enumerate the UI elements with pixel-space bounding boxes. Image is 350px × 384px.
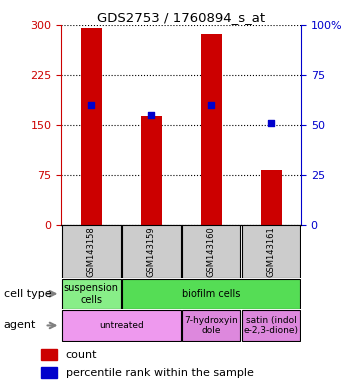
Bar	[62, 310, 181, 341]
Text: untreated: untreated	[99, 321, 144, 330]
Text: GSM143160: GSM143160	[206, 226, 216, 277]
Bar	[122, 225, 181, 278]
Bar	[41, 349, 57, 360]
Point	[208, 102, 214, 108]
Bar	[201, 34, 222, 225]
Bar	[182, 225, 240, 278]
Text: 7-hydroxyin
dole: 7-hydroxyin dole	[184, 316, 238, 335]
Point	[148, 112, 154, 118]
Text: percentile rank within the sample: percentile rank within the sample	[66, 368, 254, 378]
Bar	[241, 225, 300, 278]
Text: GSM143159: GSM143159	[147, 226, 156, 277]
Title: GDS2753 / 1760894_s_at: GDS2753 / 1760894_s_at	[97, 11, 265, 24]
Text: GSM143161: GSM143161	[267, 226, 275, 277]
Text: GSM143158: GSM143158	[87, 226, 96, 277]
Point	[268, 120, 274, 126]
Text: count: count	[66, 350, 97, 360]
Text: biofilm cells: biofilm cells	[182, 289, 240, 299]
Text: agent: agent	[4, 320, 36, 331]
Bar	[141, 116, 162, 225]
Text: cell type: cell type	[4, 289, 51, 299]
Bar	[241, 310, 300, 341]
Bar	[122, 279, 300, 308]
Bar	[62, 225, 121, 278]
Point	[89, 102, 94, 108]
Bar	[81, 28, 102, 225]
Bar	[62, 279, 121, 308]
Bar	[182, 310, 240, 341]
Bar	[260, 170, 281, 225]
Text: satin (indol
e-2,3-dione): satin (indol e-2,3-dione)	[244, 316, 299, 335]
Text: suspension
cells: suspension cells	[64, 283, 119, 305]
Bar	[41, 367, 57, 379]
